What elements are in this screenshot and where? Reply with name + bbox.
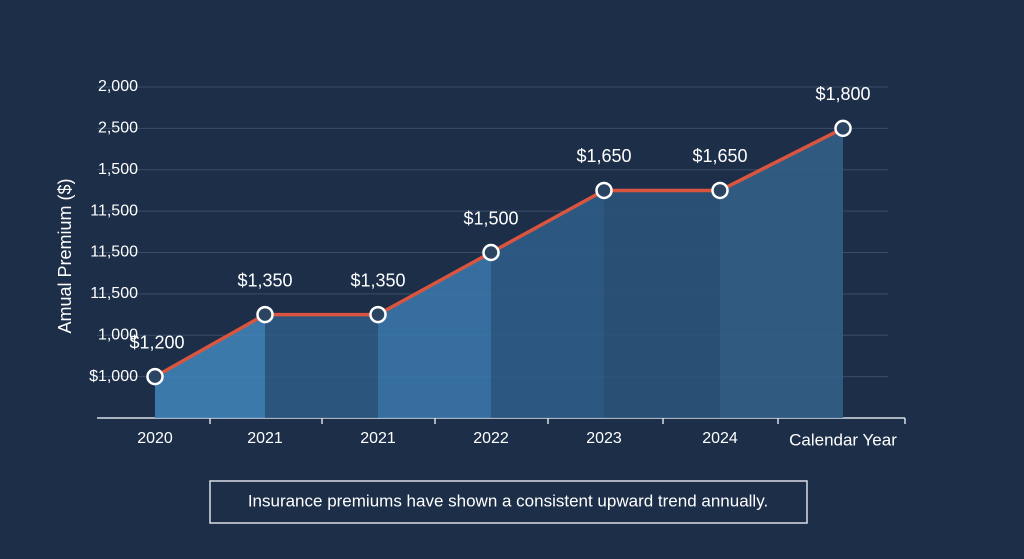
- x-tick-label: 2021: [247, 430, 283, 447]
- x-tick-label: 2021: [360, 430, 396, 447]
- y-tick-label: 1,500: [98, 161, 138, 178]
- marker: [595, 181, 613, 200]
- y-tick-label: 11,500: [90, 202, 138, 219]
- marker: [834, 119, 852, 138]
- data-label: $1,650: [576, 146, 631, 166]
- y-axis-label: Amual Premium ($): [55, 178, 75, 333]
- data-label: $1,350: [350, 270, 405, 290]
- data-label: $1,350: [237, 270, 292, 290]
- marker: [369, 305, 387, 324]
- y-tick-label: 11,500: [90, 285, 138, 302]
- marker: [146, 367, 164, 386]
- area-segment: [265, 314, 378, 418]
- data-label: $1,800: [815, 84, 870, 104]
- caption: Insurance premiums have shown a consiste…: [248, 491, 768, 510]
- x-tick-label: 2023: [586, 430, 622, 447]
- area-segment: [604, 190, 720, 418]
- data-label: $1,500: [463, 208, 518, 228]
- marker: [711, 181, 729, 200]
- x-tick-label: 2024: [702, 430, 738, 447]
- data-label: $1,200: [129, 332, 184, 352]
- y-tick-label: 11,500: [90, 244, 138, 261]
- x-tick-label: 2020: [137, 430, 173, 447]
- x-axis-label: Calendar Year: [789, 430, 897, 449]
- caption-box: [209, 480, 808, 524]
- y-tick-label: 2,000: [98, 78, 138, 95]
- marker: [482, 243, 500, 262]
- y-tick-label: 2,500: [98, 120, 138, 137]
- area-segment: [720, 128, 843, 418]
- y-tick-label: $1,000: [89, 368, 138, 385]
- area-segment: [378, 252, 491, 418]
- data-label: $1,650: [692, 146, 747, 166]
- y-tick-label: 1,000: [98, 326, 138, 343]
- x-tick-label: 2022: [473, 430, 509, 447]
- area-segment: [491, 190, 604, 418]
- area-segment: [155, 314, 265, 418]
- marker: [256, 305, 274, 324]
